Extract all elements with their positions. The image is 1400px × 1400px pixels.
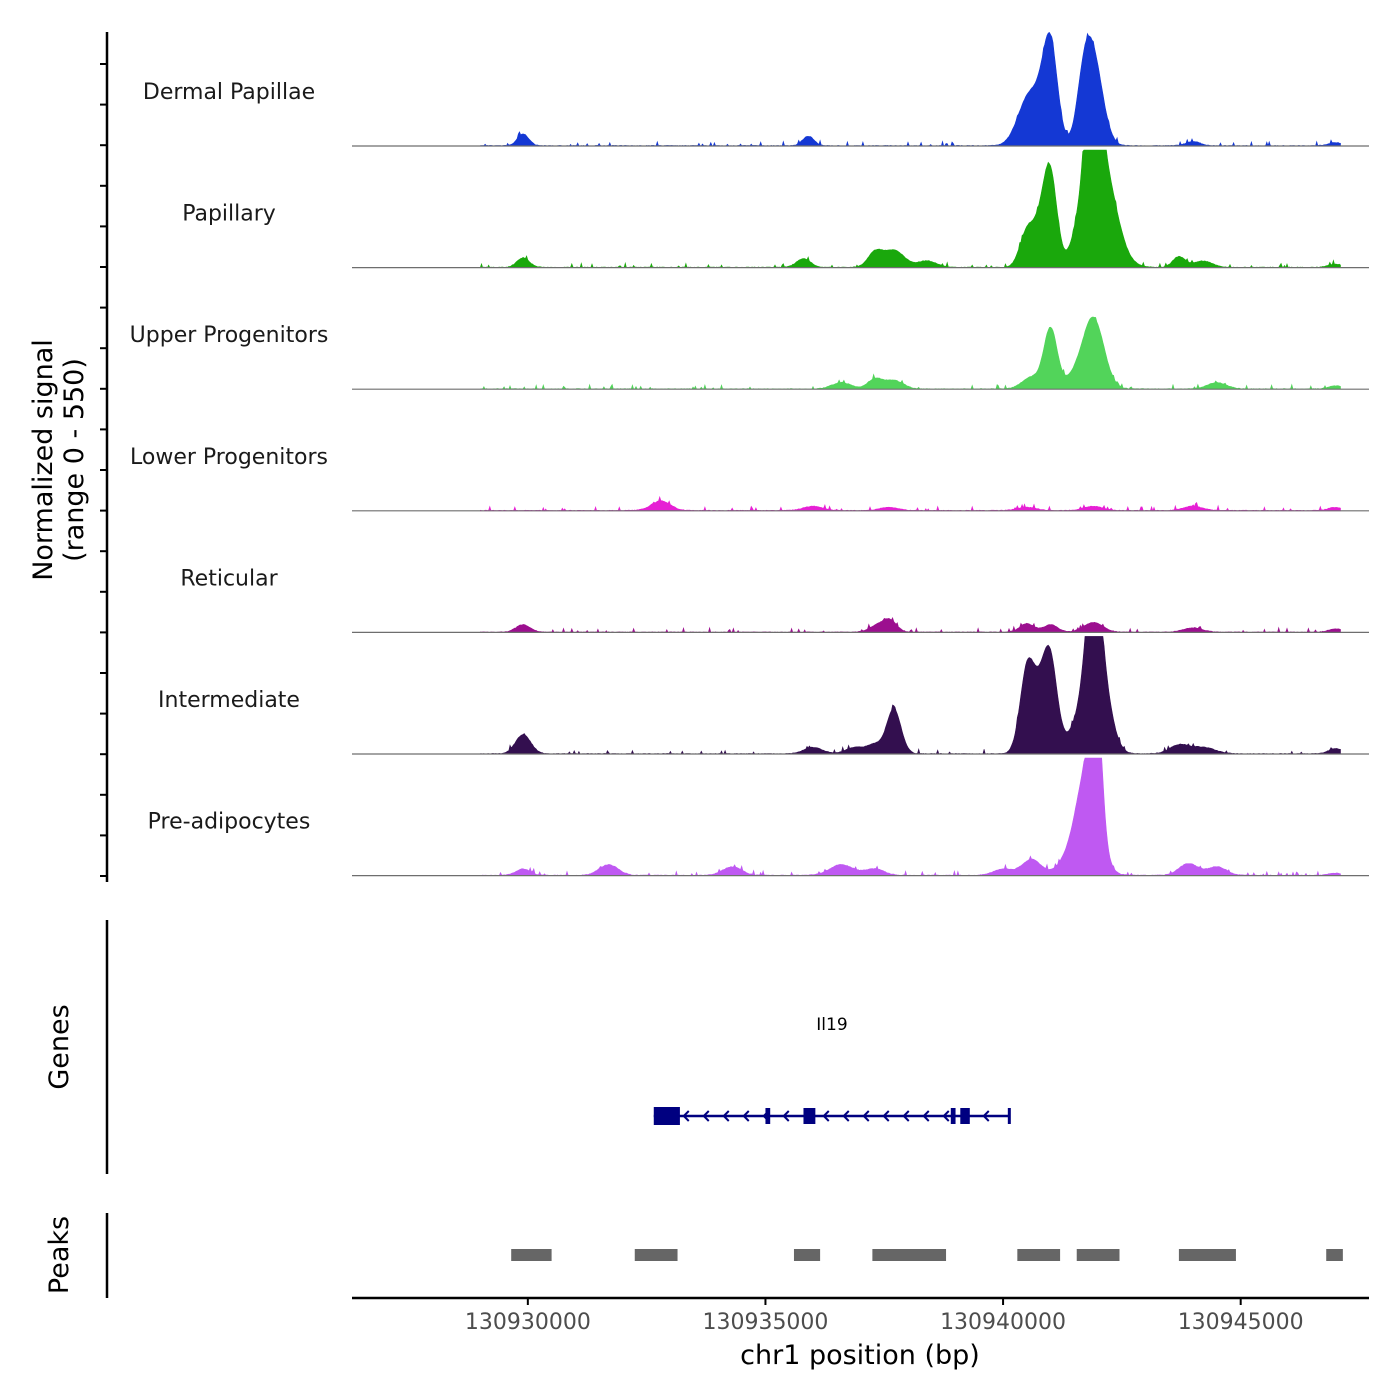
track-label: Reticular xyxy=(180,566,278,591)
gene-name-label: Il19 xyxy=(816,1015,847,1035)
x-axis-title: chr1 position (bp) xyxy=(740,1340,980,1371)
coverage-area xyxy=(480,757,1341,877)
strand-arrow xyxy=(882,1110,890,1122)
coverage-area xyxy=(480,31,1341,147)
track-papillary: Papillary xyxy=(182,149,1369,269)
strand-arrow xyxy=(902,1110,910,1122)
track-intermediate: Intermediate xyxy=(158,636,1369,755)
x-tick-label: 130935000 xyxy=(702,1310,828,1335)
track-lower-progenitors: Lower Progenitors xyxy=(130,445,1369,512)
peak-region xyxy=(1017,1249,1061,1261)
strand-arrow xyxy=(742,1110,750,1122)
strand-arrow xyxy=(942,1110,950,1122)
track-upper-progenitors: Upper Progenitors xyxy=(130,316,1369,390)
coverage-area xyxy=(480,316,1341,390)
gene-exon xyxy=(950,1108,956,1124)
signal-axis-title: Normalized signal xyxy=(28,339,59,581)
x-tick-label: 130945000 xyxy=(1178,1310,1304,1335)
strand-arrow xyxy=(822,1110,830,1122)
signal-axis-range: (range 0 - 550) xyxy=(59,358,90,562)
signal-y-ticks xyxy=(100,63,107,877)
coverage-area xyxy=(480,495,1341,512)
strand-arrow xyxy=(722,1110,730,1122)
track-label: Intermediate xyxy=(158,688,300,713)
gene-exon xyxy=(960,1108,970,1124)
genes-axis-title: Genes xyxy=(44,1004,75,1089)
track-label: Pre-adipocytes xyxy=(148,810,311,835)
strand-arrow xyxy=(982,1110,990,1122)
x-axis-ticks: 130930000 130935000 130940000 130945000 xyxy=(465,1298,1304,1335)
strand-arrow xyxy=(922,1110,930,1122)
coverage-area xyxy=(480,636,1341,755)
track-dermal-papillae: Dermal Papillae xyxy=(143,31,1369,147)
peak-region xyxy=(1076,1249,1120,1261)
x-tick-label: 130930000 xyxy=(465,1310,591,1335)
strand-arrow xyxy=(862,1110,870,1122)
peak-region xyxy=(511,1249,552,1261)
signal-tracks: Dermal Papillae Papillary Upper Progenitor… xyxy=(130,31,1369,877)
peaks-panel xyxy=(511,1249,1343,1261)
genes-panel: Il19 xyxy=(653,1015,1011,1125)
gene-exon xyxy=(803,1108,816,1124)
strand-arrow xyxy=(782,1110,790,1122)
peak-region xyxy=(1178,1249,1236,1261)
coverage-area xyxy=(480,617,1341,633)
gene-exon xyxy=(1007,1108,1011,1124)
peak-region xyxy=(872,1249,947,1261)
track-reticular: Reticular xyxy=(180,566,1369,634)
gene-il19: Il19 xyxy=(653,1015,1011,1125)
track-label: Upper Progenitors xyxy=(130,323,329,348)
peak-region xyxy=(793,1249,821,1261)
strand-arrow xyxy=(842,1110,850,1122)
peaks-axis-title: Peaks xyxy=(44,1216,75,1294)
peak-region xyxy=(634,1249,678,1261)
peak-region xyxy=(1326,1249,1343,1261)
x-tick-label: 130940000 xyxy=(940,1310,1066,1335)
coverage-area xyxy=(480,149,1341,269)
track-label: Dermal Papillae xyxy=(143,80,315,105)
track-pre-adipocytes: Pre-adipocytes xyxy=(148,757,1369,877)
track-label: Papillary xyxy=(182,202,276,227)
gene-exon xyxy=(765,1108,771,1124)
track-label: Lower Progenitors xyxy=(130,445,328,470)
strand-arrow xyxy=(702,1110,710,1122)
gene-exon xyxy=(653,1107,680,1125)
strand-arrow xyxy=(682,1110,690,1122)
